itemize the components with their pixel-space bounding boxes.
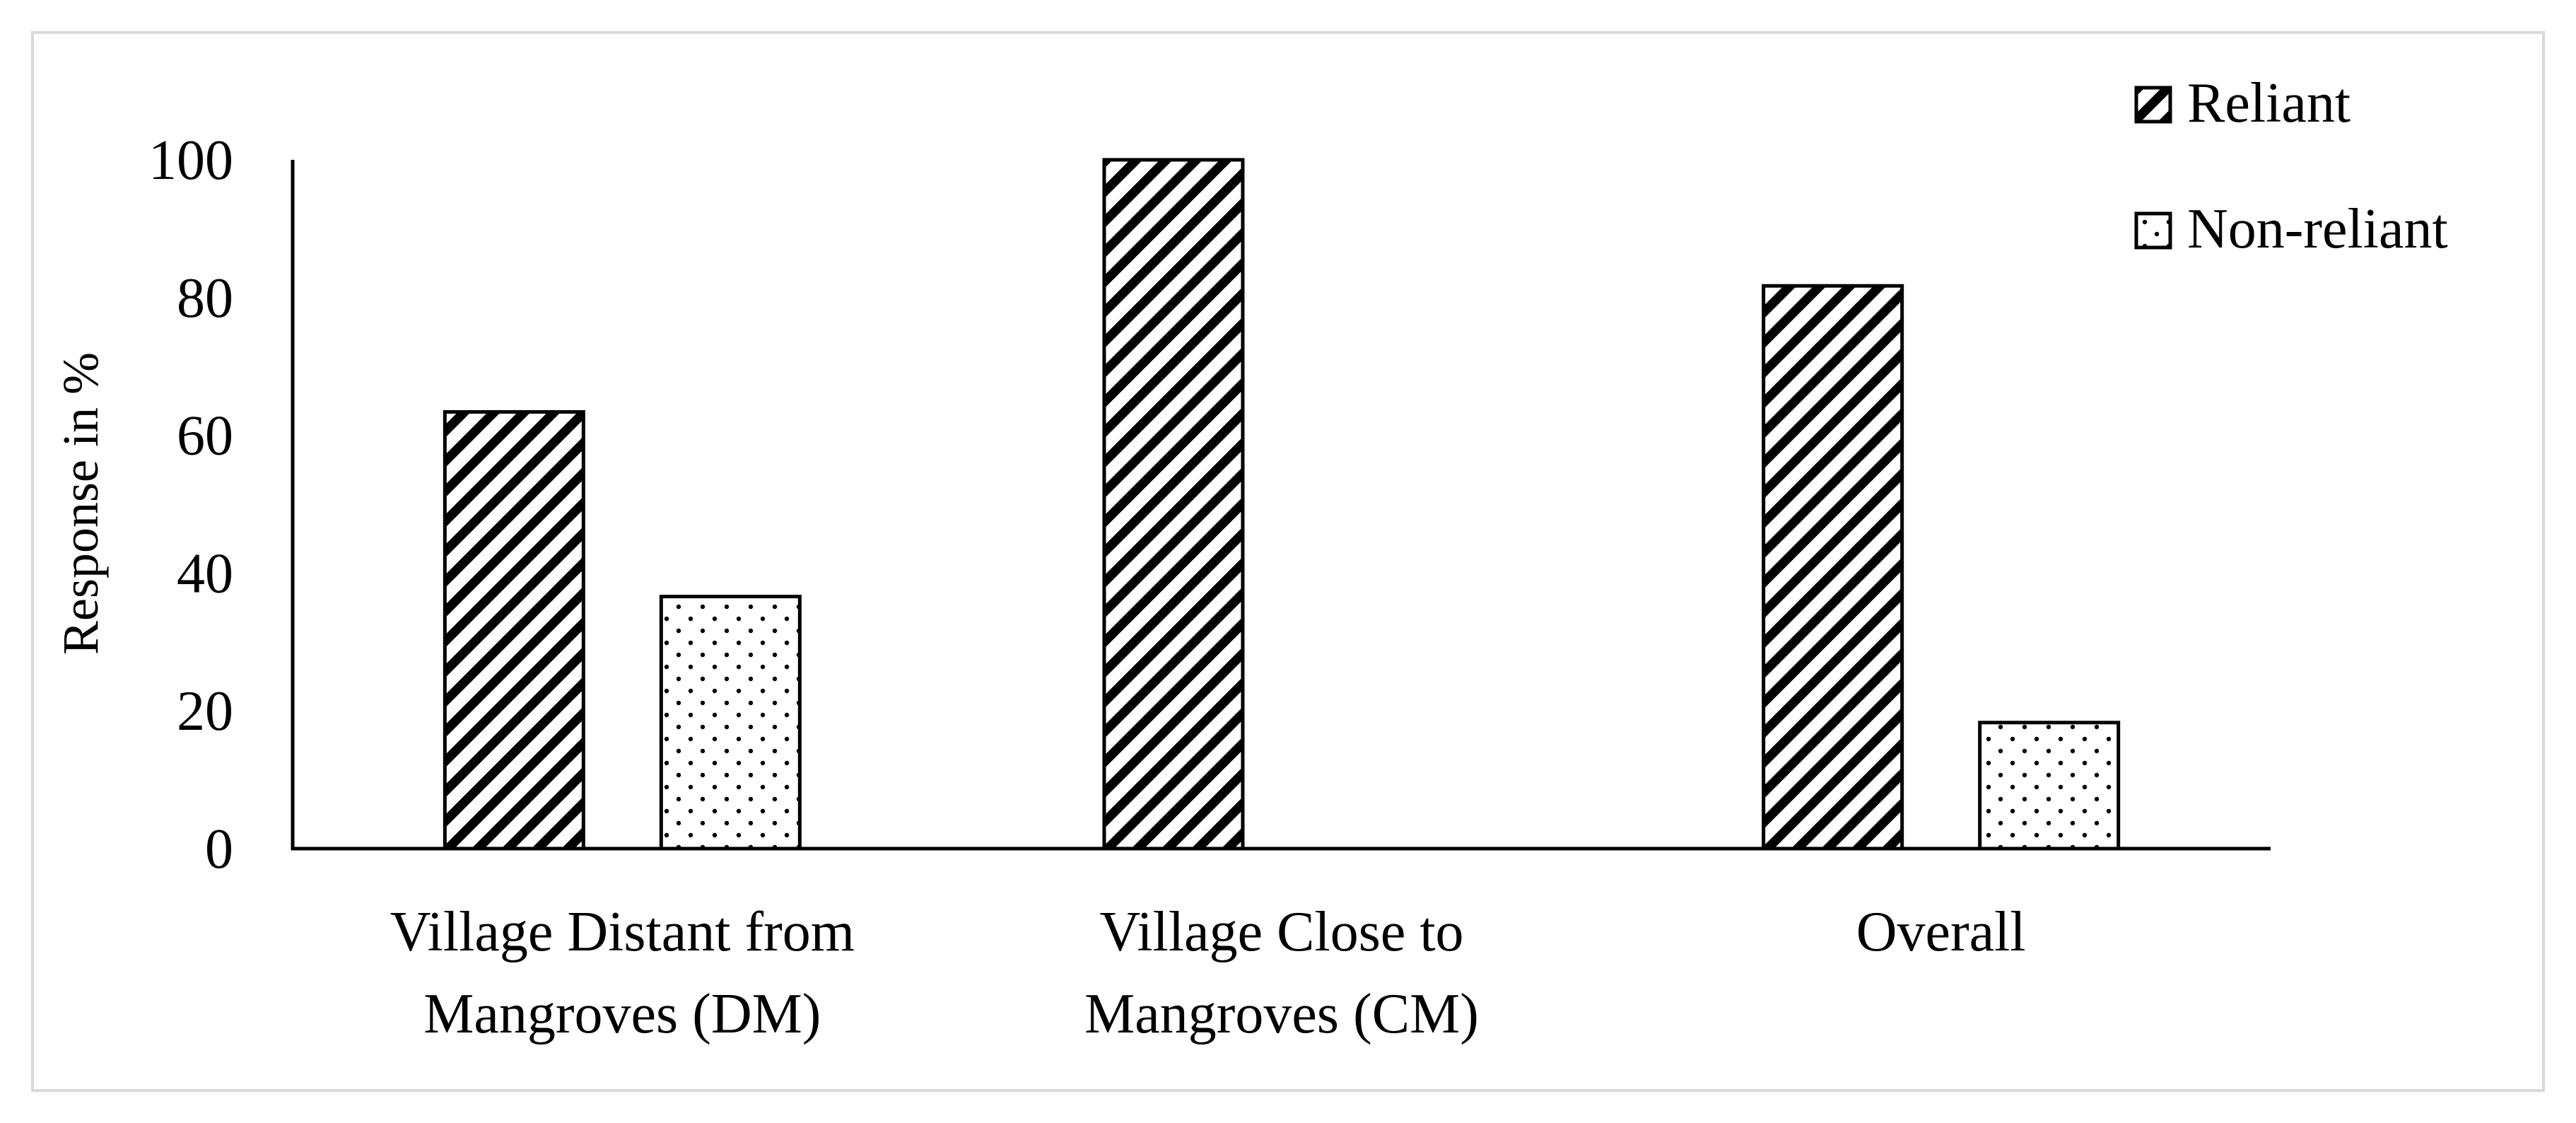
y-tick-label: 40 xyxy=(177,542,233,605)
legend: Reliant Non-reliant xyxy=(2134,72,2448,260)
bar-reliant xyxy=(1102,158,1245,851)
y-tick-label: 20 xyxy=(177,680,233,743)
x-tick-label: Mangroves (CM) xyxy=(1084,983,1479,1045)
bar-non-reliant xyxy=(659,595,802,851)
x-tick-label: Village Distant from xyxy=(390,901,855,963)
legend-label: Non-reliant xyxy=(2187,198,2448,260)
x-tick-label: Village Close to xyxy=(1099,901,1463,963)
x-axis-labels: Village Distant from Mangroves (DM) Villag… xyxy=(390,901,2026,1045)
legend-swatch xyxy=(2134,211,2172,250)
axes xyxy=(291,160,2271,851)
y-tick-label: 60 xyxy=(177,405,233,467)
x-tick-label: Mangroves (DM) xyxy=(423,983,821,1045)
y-tick-label: 80 xyxy=(177,267,233,330)
bar-non-reliant xyxy=(1978,721,2121,851)
y-axis-title-group: Response in % xyxy=(52,352,109,655)
y-tick-label: 0 xyxy=(205,818,233,880)
legend-label: Reliant xyxy=(2187,72,2350,134)
x-tick-label: Overall xyxy=(1856,901,2026,963)
bars xyxy=(443,158,2121,851)
y-tick-label: 100 xyxy=(148,129,233,192)
legend-swatch xyxy=(2134,86,2172,124)
bar-reliant xyxy=(443,409,585,851)
bar-reliant xyxy=(1762,284,1904,851)
y-axis-ticks: 0 20 40 60 80 100 xyxy=(148,129,233,880)
y-axis-title: Response in % xyxy=(52,352,109,655)
